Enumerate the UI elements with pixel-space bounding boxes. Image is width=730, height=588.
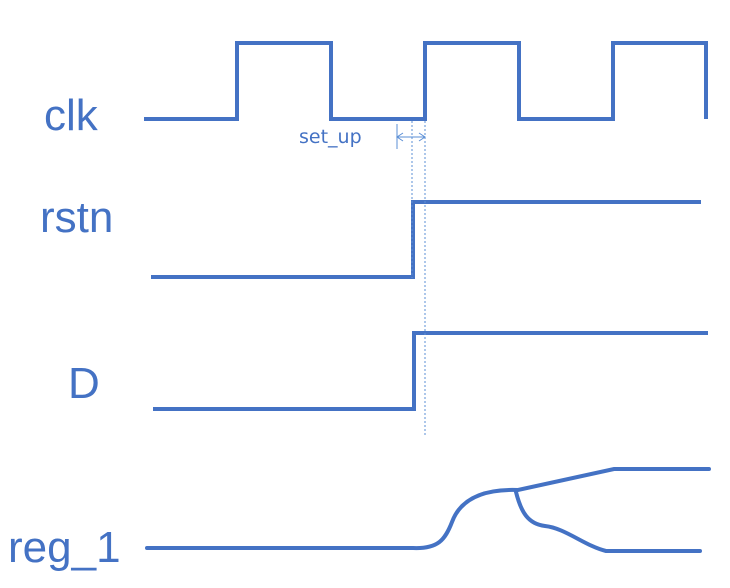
d-waveform xyxy=(153,331,708,411)
setup-arrow xyxy=(396,124,426,149)
rstn-label: rstn xyxy=(40,193,114,242)
reg-1-label: reg_1 xyxy=(8,523,121,572)
reg-1-metastable-branch xyxy=(514,490,702,553)
rstn-waveform xyxy=(151,200,701,279)
clk-waveform xyxy=(144,41,708,121)
reg-1-waveform xyxy=(145,467,711,551)
clk-label: clk xyxy=(44,91,98,140)
d-label: D xyxy=(68,359,100,408)
setup-annotation-label: set_up xyxy=(299,126,362,148)
